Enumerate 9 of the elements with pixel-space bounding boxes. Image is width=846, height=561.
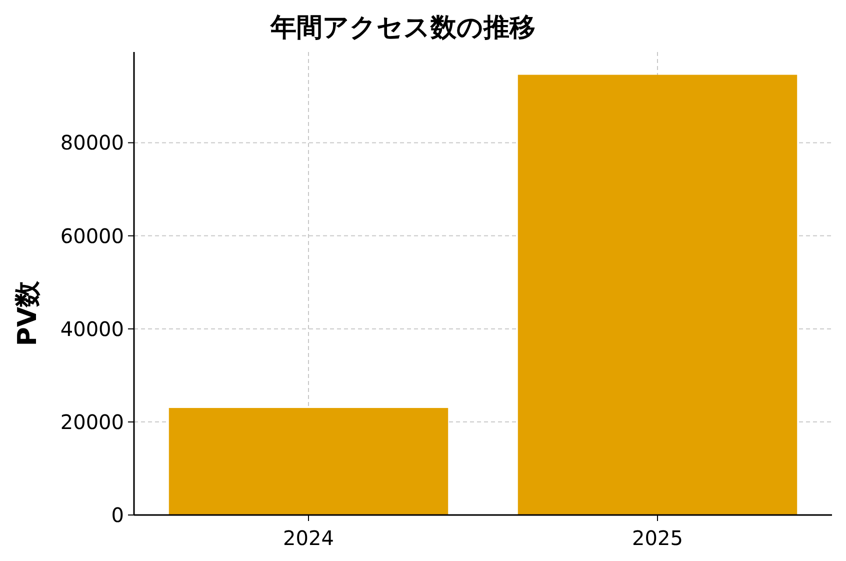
y-tick-label: 60000 <box>60 224 124 248</box>
x-tick-label: 2024 <box>283 526 334 550</box>
y-tick-label: 0 <box>111 503 124 527</box>
chart-title: 年間アクセス数の推移 <box>270 13 536 43</box>
y-axis-title: PV数 <box>13 280 43 346</box>
y-tick-label: 20000 <box>60 410 124 434</box>
y-tick-label: 40000 <box>60 316 124 341</box>
y-tick-label: 80000 <box>60 130 124 155</box>
x-tick-label: 2025 <box>632 526 683 550</box>
